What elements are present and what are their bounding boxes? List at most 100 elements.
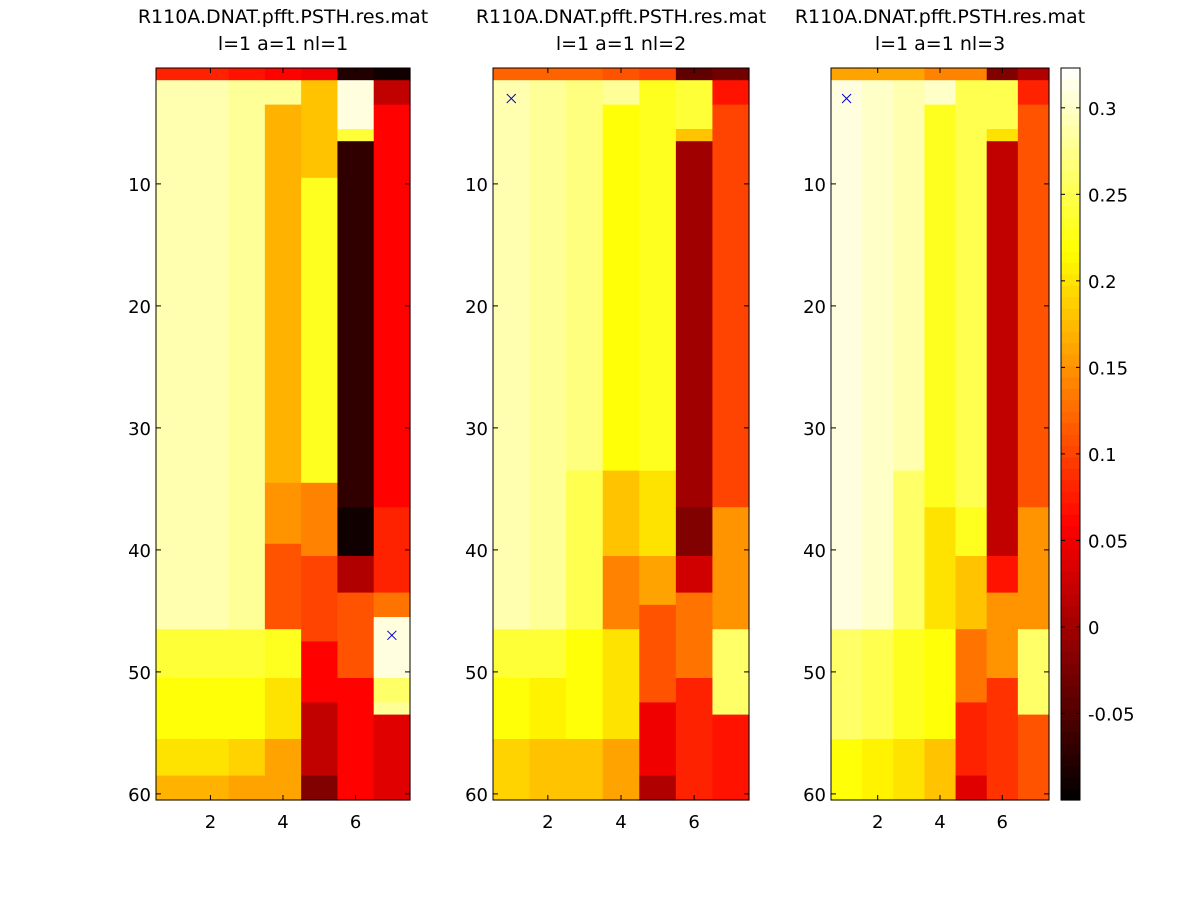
colorbar-swatch xyxy=(1061,79,1080,92)
heatmap-cell xyxy=(264,68,302,81)
x-tick-label: 6 xyxy=(997,812,1008,833)
panel-subtitle: l=1 a=1 nl=3 xyxy=(875,33,1005,55)
colorbar-swatch xyxy=(1061,365,1080,378)
heatmap-cell xyxy=(373,104,411,398)
marker-stroke xyxy=(506,93,517,104)
y-tick-label: 60 xyxy=(128,785,151,806)
heatmap-cell xyxy=(264,543,302,630)
x-tick-label: 6 xyxy=(350,812,361,833)
marker-stroke xyxy=(387,630,397,641)
heatmap-cell xyxy=(566,68,604,81)
heatmap-cell xyxy=(675,556,714,594)
y-tick-label: 10 xyxy=(803,175,826,196)
colorbar-swatch xyxy=(1061,582,1080,595)
heatmap-cell xyxy=(862,629,894,740)
colorbar-swatch xyxy=(1061,617,1080,630)
heatmap-cell xyxy=(986,129,1019,142)
colorbar-swatch xyxy=(1061,605,1080,618)
heatmap-cell xyxy=(639,80,677,472)
heatmap-cell xyxy=(228,775,266,801)
heatmap-cell xyxy=(373,617,411,679)
heatmap-cell xyxy=(529,68,567,81)
colorbar-swatch xyxy=(1061,651,1080,664)
heatmap-cell xyxy=(493,68,531,81)
colorbar-swatch xyxy=(1061,422,1080,435)
heatmap-cell xyxy=(831,739,863,801)
heatmap-cell xyxy=(228,68,266,81)
heatmap-cell xyxy=(529,80,567,630)
colorbar-swatch xyxy=(1061,113,1080,126)
heatmap-cell xyxy=(675,678,714,801)
colorbar-swatch xyxy=(1061,456,1080,469)
heatmap-cell xyxy=(924,104,957,508)
heatmap-cell xyxy=(675,592,714,679)
colorbar-swatch xyxy=(1061,296,1080,309)
colorbar-swatch xyxy=(1061,514,1080,527)
colorbar-tick-label: 0.1 xyxy=(1088,445,1117,466)
heatmap-cell xyxy=(373,702,411,716)
colorbar-swatch xyxy=(1061,559,1080,572)
heatmap-cell xyxy=(675,80,714,130)
heatmap-cell xyxy=(893,470,926,630)
colorbar-swatch xyxy=(1061,445,1080,458)
colorbar-swatch xyxy=(1061,285,1080,298)
colorbar-tick-label: -0.05 xyxy=(1088,704,1135,725)
colorbar-swatch xyxy=(1061,685,1080,698)
colorbar-swatch xyxy=(1061,228,1080,241)
colorbar-swatch xyxy=(1061,399,1080,412)
heatmap-cell xyxy=(373,678,411,703)
y-tick-label: 60 xyxy=(465,785,488,806)
x-tick-label: 4 xyxy=(277,812,288,833)
heatmap-cell xyxy=(493,739,531,801)
x-tick-label: 2 xyxy=(872,812,883,833)
heatmap-cell xyxy=(862,739,894,801)
heatmap-cell xyxy=(639,68,677,81)
heatmap-cell xyxy=(712,104,750,508)
heatmap-cell xyxy=(986,141,1019,557)
y-tick-label: 50 xyxy=(128,663,151,684)
y-tick-label: 40 xyxy=(465,541,488,562)
heatmap-cell xyxy=(301,482,339,557)
heatmap-cell xyxy=(264,678,302,740)
colorbar-swatch xyxy=(1061,731,1080,744)
heatmap-cell xyxy=(1017,507,1050,630)
colorbar-swatch xyxy=(1061,777,1080,790)
colorbar-tick-label: 0.25 xyxy=(1088,185,1128,206)
y-tick-label: 20 xyxy=(465,297,488,318)
heatmap-cell xyxy=(955,68,988,81)
y-tick-label: 20 xyxy=(128,297,151,318)
heatmap-cell xyxy=(712,629,750,716)
heatmap-panel-1: R110A.DNAT.pfft.PSTH.res.mat l=1 a=1 nl=1… xyxy=(128,6,428,833)
heatmap-cell xyxy=(986,678,1019,801)
heatmap-cell xyxy=(493,629,531,679)
heatmap-cell xyxy=(675,68,714,81)
colorbar-swatch xyxy=(1061,353,1080,366)
heatmap-cell xyxy=(712,80,750,106)
colorbar-swatch xyxy=(1061,216,1080,229)
heatmap-cell xyxy=(566,629,604,740)
heatmap-cell xyxy=(675,129,714,142)
heatmap-cell xyxy=(373,68,411,81)
colorbar-swatch xyxy=(1061,68,1080,81)
heatmap-cell xyxy=(192,678,230,740)
heatmap-panel-3: R110A.DNAT.pfft.PSTH.res.mat l=1 a=1 nl=3… xyxy=(795,6,1085,833)
heatmap-cell xyxy=(862,80,894,630)
heatmap-cell xyxy=(986,592,1019,679)
heatmap-cell xyxy=(712,507,750,630)
heatmap-cell xyxy=(337,592,375,679)
heatmap-cell xyxy=(955,507,988,557)
heatmap-cell xyxy=(228,629,266,679)
colorbar-swatch xyxy=(1061,205,1080,218)
y-tick-label: 10 xyxy=(128,175,151,196)
heatmap-cell xyxy=(192,68,230,81)
colorbar-swatch xyxy=(1061,479,1080,492)
colorbar-swatch xyxy=(1061,548,1080,561)
y-tick-label: 50 xyxy=(465,663,488,684)
heatmap-cell xyxy=(301,556,339,642)
colorbar-swatch xyxy=(1061,594,1080,607)
colorbar-swatch xyxy=(1061,388,1080,401)
heatmap-cell xyxy=(301,177,339,484)
marker-stroke xyxy=(841,93,852,104)
heatmap-cell xyxy=(831,68,863,81)
heatmap-cell xyxy=(156,629,193,679)
